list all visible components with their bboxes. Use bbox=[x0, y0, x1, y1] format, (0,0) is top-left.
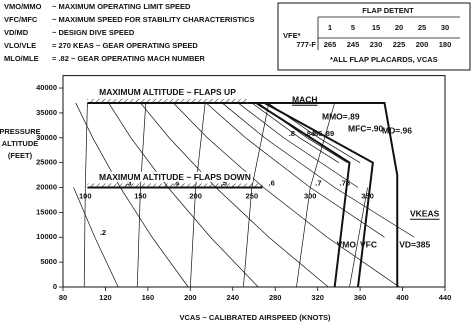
y-tick-label: 5000 bbox=[40, 257, 57, 266]
table-detent: 30 bbox=[441, 23, 449, 32]
note-text: = .82 ~ GEAR OPERATING MACH NUMBER bbox=[52, 54, 205, 63]
table-speed: 265 bbox=[324, 40, 337, 49]
mach-line bbox=[173, 102, 400, 288]
annotation: MFC=.90 bbox=[348, 123, 383, 133]
y-tick-label: 0 bbox=[53, 282, 57, 291]
plot-frame bbox=[62, 75, 446, 288]
table-speed: 180 bbox=[439, 40, 452, 49]
keas-label: 100 bbox=[79, 192, 92, 201]
note-symbol: VD/MD bbox=[4, 28, 29, 37]
keas-label: 350 bbox=[361, 192, 374, 201]
label-knockout bbox=[97, 87, 239, 98]
mach-label: .3 bbox=[125, 179, 131, 188]
x-tick-label: 120 bbox=[99, 293, 112, 302]
mach-label: .2 bbox=[100, 228, 106, 237]
limit-label: VFC bbox=[360, 239, 377, 249]
y-tick-label: 40000 bbox=[36, 83, 57, 92]
keas-line bbox=[83, 102, 88, 288]
x-tick-label: 80 bbox=[59, 293, 67, 302]
note-symbol: MLO/MLE bbox=[4, 54, 39, 63]
mach-line bbox=[251, 102, 340, 163]
y-tick-label: 30000 bbox=[36, 133, 57, 142]
table-header: FLAP DETENT bbox=[362, 6, 414, 15]
y-tick-label: 25000 bbox=[36, 158, 57, 167]
table-frame bbox=[277, 2, 471, 71]
mach-label: .6 bbox=[269, 179, 275, 188]
note-text: = 270 KEAS ~ GEAR OPERATING SPEED bbox=[52, 41, 198, 50]
y-tick-label: 20000 bbox=[36, 183, 57, 192]
mach-label: .75 bbox=[340, 179, 350, 188]
table-model: 777-F bbox=[296, 40, 316, 49]
annotation: MD=.96 bbox=[382, 125, 412, 135]
x-tick-label: 360 bbox=[354, 293, 367, 302]
limit-label: VD=385 bbox=[399, 239, 430, 249]
mach-label: .5 bbox=[221, 179, 227, 188]
note-symbol: VMO/MMO bbox=[4, 2, 42, 11]
y-tick-label: 15000 bbox=[36, 207, 57, 216]
limit-line bbox=[255, 102, 351, 288]
limit-line bbox=[247, 101, 399, 287]
mach-label: .7 bbox=[315, 179, 321, 188]
note-text: ~ MAXIMUM OPERATING LIMIT SPEED bbox=[52, 2, 191, 11]
keas-label: 150 bbox=[134, 192, 147, 201]
table-detent: 15 bbox=[372, 23, 380, 32]
x-tick-label: 240 bbox=[227, 293, 240, 302]
table-speed: 230 bbox=[370, 40, 383, 49]
mach-line bbox=[206, 102, 385, 238]
x-tick-label: 160 bbox=[142, 293, 155, 302]
table-detent: 5 bbox=[351, 23, 355, 32]
x-axis-label: VCAS ~ CALIBRATED AIRSPEED (KNOTS) bbox=[179, 313, 331, 322]
table-footnote: *ALL FLAP PLACARDS, VCAS bbox=[330, 55, 438, 64]
y-tick-label: 35000 bbox=[36, 108, 57, 117]
flap-table: VFE* FLAP DETENT 777-F *ALL FLAP PLACARD… bbox=[277, 2, 471, 71]
table-detent: 20 bbox=[395, 23, 403, 32]
mach-line bbox=[221, 102, 415, 238]
table-detent: 25 bbox=[418, 23, 426, 32]
note-symbol: VFC/MFC bbox=[4, 15, 38, 24]
x-tick-label: 440 bbox=[439, 293, 452, 302]
table-speed: 200 bbox=[416, 40, 429, 49]
limit-line bbox=[264, 102, 374, 288]
table-speed: 245 bbox=[347, 40, 360, 49]
keas-label: 200 bbox=[189, 192, 202, 201]
mach-label: .89 bbox=[324, 129, 334, 138]
keas-label: 300 bbox=[304, 192, 317, 201]
annotation: MMO=.89 bbox=[322, 111, 360, 121]
annotation: VKEAS bbox=[410, 208, 440, 218]
y-axis-label: ALTITUDE bbox=[2, 139, 39, 148]
table-detent: 1 bbox=[328, 23, 332, 32]
note-symbol: VLO/VLE bbox=[4, 41, 36, 50]
max_altitude-label: MAXIMUM ALTITUDE ~ FLAPS UP bbox=[99, 87, 236, 97]
table-label: VFE* bbox=[283, 31, 301, 40]
limit-label: VMO bbox=[337, 239, 357, 249]
keas-line bbox=[349, 187, 368, 288]
note-text: ~ DESIGN DIVE SPEED bbox=[52, 28, 135, 37]
notes: VMO/MMO ~ MAXIMUM OPERATING LIMIT SPEED VF… bbox=[4, 2, 254, 63]
hatch-bar bbox=[87, 183, 263, 188]
x-tick-label: 200 bbox=[184, 293, 197, 302]
y-axis-label: PRESSURE bbox=[0, 127, 41, 136]
mach-line bbox=[73, 187, 119, 288]
mach-label: .86 bbox=[312, 129, 322, 138]
x-tick-label: 320 bbox=[311, 293, 324, 302]
keas-label: 250 bbox=[246, 192, 259, 201]
y-tick-label: 10000 bbox=[36, 232, 57, 241]
table-speed: 225 bbox=[393, 40, 406, 49]
mach-label: .4 bbox=[173, 179, 180, 188]
plot: 80 120 160 200 240 280 320 360 400 440 0 5000 10000 1… bbox=[0, 75, 452, 302]
y-axis-label: (FEET) bbox=[8, 151, 33, 160]
mach-label: .84 bbox=[305, 129, 316, 138]
x-tick-label: 280 bbox=[269, 293, 282, 302]
hatch-bar bbox=[87, 98, 248, 103]
keas-line bbox=[296, 102, 335, 288]
max_altitude-label: MAXIMUM ALTITUDE ~ FLAPS DOWN bbox=[99, 172, 251, 182]
label-knockout bbox=[97, 171, 253, 182]
note-text: ~ MAXIMUM SPEED FOR STABILITY CHARACTERI… bbox=[52, 15, 254, 24]
mach-line bbox=[237, 102, 359, 188]
x-tick-label: 400 bbox=[396, 293, 409, 302]
annotation: MACH bbox=[292, 94, 318, 104]
mach-label: .8 bbox=[289, 129, 295, 138]
